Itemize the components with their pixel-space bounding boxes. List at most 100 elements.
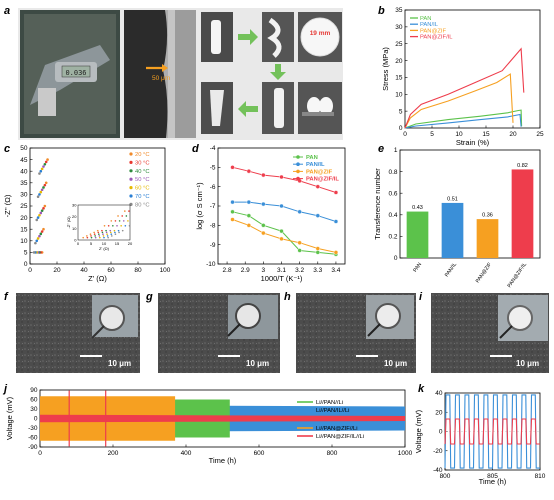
plot-frame — [399, 149, 541, 259]
data-point — [42, 186, 45, 189]
bar-value-label: 0.36 — [482, 213, 493, 219]
data-point — [261, 201, 266, 207]
panel-label-e: e — [378, 143, 384, 155]
inset-data-point — [128, 210, 130, 212]
legend-entry: Li//PAN//Li — [316, 400, 343, 406]
y-tick-label: -9 — [210, 242, 216, 249]
bar-value-label: 0.43 — [412, 205, 423, 211]
data-point — [279, 228, 284, 234]
inset-x-tick-label: 5 — [90, 241, 93, 246]
y-tick-label: 5 — [399, 108, 403, 115]
sem-image-f: 10 μm — [16, 293, 140, 373]
legend-marker — [129, 160, 133, 164]
inset-data-point — [106, 235, 109, 237]
inset-x-tick-label: 20 — [128, 241, 133, 246]
data-point — [40, 188, 44, 192]
data-point — [279, 203, 284, 209]
data-point — [35, 218, 39, 222]
inset-data-point — [128, 224, 131, 227]
legend-entry: 20 °C — [135, 152, 150, 158]
inset-data-point — [121, 215, 123, 217]
inset-data-point — [114, 231, 116, 234]
inset-data-point — [109, 229, 112, 232]
y-tick-label: 0 — [34, 416, 38, 423]
legend-entry: 60 °C — [135, 186, 150, 192]
data-point — [230, 199, 235, 205]
legend-entry: PAN — [420, 16, 432, 22]
arrow-down-icon — [270, 64, 286, 80]
series-band-Li//PAN@ZIF/IL//Li — [40, 414, 405, 423]
inset-data-point — [105, 229, 107, 232]
y-tick-label: 0 — [399, 125, 403, 132]
inset-data-point — [96, 229, 99, 232]
inset-frame — [77, 204, 131, 241]
sequence-arrows — [238, 29, 286, 117]
inset-data-point — [112, 224, 114, 227]
arrow-left-icon — [238, 101, 258, 117]
inset-data-point — [111, 235, 113, 237]
inset-data-point — [94, 236, 97, 239]
bar-PAN — [406, 211, 429, 258]
bar-PAN@ZIF/IL — [511, 169, 534, 258]
x-tick-label: 3.2 — [295, 267, 304, 274]
data-point — [42, 165, 45, 168]
inset-y-axis-label: -Z'' (Ω) — [66, 216, 71, 229]
data-point — [333, 219, 339, 224]
y-tick-label: 30 — [395, 24, 403, 31]
panel-label-g: g — [145, 291, 153, 303]
flexibility-photos: 19 mm — [201, 12, 342, 134]
legend-entry: 30 °C — [135, 160, 150, 166]
data-point — [297, 240, 302, 245]
inset-data-point — [107, 236, 109, 239]
data-point — [261, 172, 266, 178]
chart-e-transference: 0 0.2 0.4 0.6 0.8 1 Transference number 0.43 PAN… — [373, 147, 541, 289]
legend-marker — [129, 177, 133, 181]
y-tick-label: 30 — [30, 406, 38, 413]
inset-data-point — [113, 229, 116, 232]
x-tick-label: 15 — [482, 131, 490, 138]
panel-label-h: h — [284, 291, 291, 303]
series-line-PAN@ZIF/IL — [404, 47, 525, 129]
y-tick-label: 25 — [395, 41, 403, 48]
y-tick-label: -90 — [28, 444, 38, 451]
inset-data-point — [114, 220, 117, 222]
data-point — [38, 234, 41, 238]
y-tick-label: 45 — [20, 157, 28, 164]
inset-data-point — [82, 236, 84, 239]
data-point — [333, 250, 339, 255]
data-point — [297, 248, 302, 253]
inset-data-point — [99, 236, 101, 239]
legend-marker — [129, 169, 133, 173]
plot-frame — [404, 9, 541, 129]
panel-label-f: f — [4, 291, 9, 303]
sem-image-i: 10 μm — [431, 293, 549, 373]
data-point — [40, 230, 44, 233]
data-point — [36, 195, 40, 199]
inset-data-point — [122, 220, 125, 222]
legend-entry: 80 °C — [135, 202, 150, 208]
inset-data-point — [109, 231, 112, 234]
y-tick-label: 0.8 — [388, 169, 397, 176]
series-line-PAN/IL — [232, 201, 337, 222]
y-tick-label: 40 — [435, 390, 443, 397]
x-tick-label: 600 — [254, 450, 265, 457]
series-line-PAN — [232, 211, 336, 255]
legend-entry: 70 °C — [135, 194, 150, 200]
data-point — [42, 227, 45, 231]
series-line-PAN/IL — [404, 113, 522, 129]
data-point — [261, 230, 266, 236]
y-tick-label: 0 — [439, 429, 443, 436]
series-line-PAN@ZIF — [404, 73, 514, 129]
panel-label-d: d — [192, 143, 199, 155]
y-tick-label: 25 — [20, 203, 28, 210]
y-tick-label: 0 — [24, 261, 28, 268]
sem-panels: 10 μm 10 μm 10 μm 10 μm — [16, 293, 549, 373]
chart-d-conductivity: 2.8 2.9 3 3.1 3.2 3.3 3.4 -10 -9 -8 -7 -6 -5 -4 1000/T… — [195, 145, 346, 283]
y-tick-label: 5 — [24, 250, 28, 257]
data-point — [279, 236, 284, 242]
data-point — [43, 183, 47, 187]
data-point — [315, 213, 320, 218]
inset-data-point — [101, 229, 103, 232]
